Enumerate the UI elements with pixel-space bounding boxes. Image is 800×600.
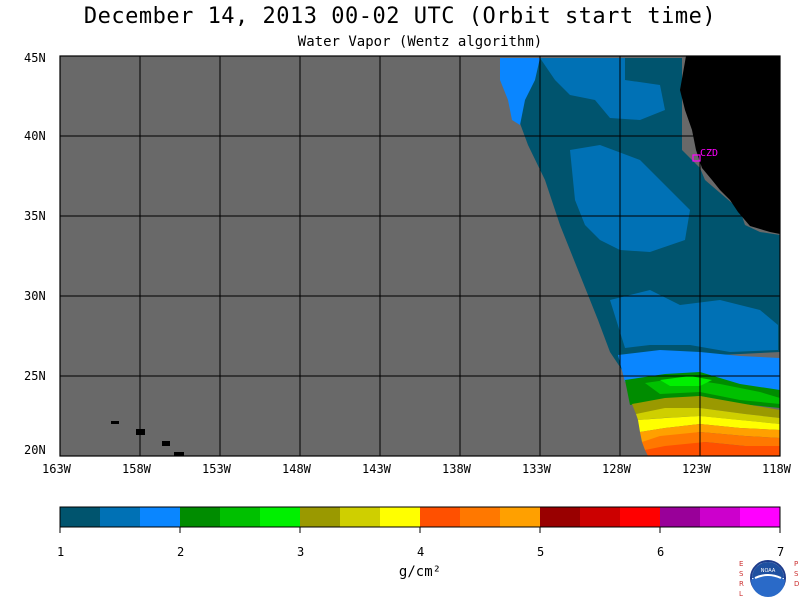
vapor-band-1-6b [618,350,780,392]
colorbar-swatch [220,507,261,527]
lon-label-138w: 138W [442,462,471,476]
vapor-band-1-3c [610,290,778,352]
noaa-logo: E S R L P S D NOAA [739,560,799,598]
svg-text:E: E [739,560,743,568]
map-border [59,55,781,457]
lon-label-148w: 148W [282,462,311,476]
svg-text:S: S [794,570,799,578]
colorbar-swatch [420,507,461,527]
colorbar-swatch [540,507,581,527]
water-vapor-swath [500,58,780,456]
graticule [60,56,780,456]
colorbar-swatch [60,507,101,527]
lat-label-40n: 40N [24,129,46,143]
lon-label-133w: 133W [522,462,551,476]
colorbar-swatch [140,507,181,527]
vapor-band-1-3b [570,145,690,252]
lat-label-20n: 20N [24,443,46,457]
map-subtitle: Water Vapor (Wentz algorithm) [297,34,543,50]
colorbar-swatch [500,507,541,527]
svg-text:S: S [739,570,744,578]
colorbar-swatch [340,507,381,527]
colorbar-label-2: 2 [177,545,185,559]
lat-label-30n: 30N [24,289,46,303]
vapor-band-3-6 [638,416,780,432]
vapor-band-3-0 [632,396,780,418]
colorbar [59,506,781,528]
colorbar-swatch [260,507,301,527]
colorbar-swatch [660,507,701,527]
colorbar-swatch [100,507,141,527]
colorbar-swatch [700,507,741,527]
lon-label-118w: 118W [762,462,791,476]
svg-text:L: L [739,590,743,598]
colorbar-swatch [580,507,621,527]
lon-label-158w: 158W [122,462,151,476]
vapor-band-1-6 [500,58,540,125]
colorbar-swatch [180,507,221,527]
lon-label-163w: 163W [42,462,71,476]
lat-label-45n: 45N [24,51,46,65]
lon-label-143w: 143W [362,462,391,476]
station-marker: CZD [692,148,718,162]
colorbar-units: g/cm² [398,564,442,580]
colorbar-label-3: 3 [297,545,305,559]
colorbar-label-6: 6 [657,545,665,559]
colorbar-swatch [620,507,661,527]
colorbar-ticks [59,527,781,533]
colorbar-label-1: 1 [57,545,65,559]
lat-label-25n: 25N [24,369,46,383]
colorbar-swatch [740,507,781,527]
land-mass [680,56,780,234]
colorbar-swatch [460,507,501,527]
svg-text:D: D [794,580,799,588]
lon-label-153w: 153W [202,462,231,476]
colorbar-label-4: 4 [417,545,425,559]
vapor-band-3-3 [636,408,780,424]
colorbar-swatch [300,507,341,527]
map-title: December 14, 2013 00-02 UTC (Orbit start… [83,4,717,29]
vapor-band-2-6 [660,376,712,386]
svg-text:P: P [794,560,798,568]
lat-label-35n: 35N [24,209,46,223]
lon-label-128w: 128W [602,462,631,476]
vapor-band-1-3 [540,58,665,120]
colorbar-label-5: 5 [537,545,545,559]
colorbar-label-7: 7 [777,545,785,559]
vapor-band-4-0 [640,424,780,442]
logo-text: NOAA [761,568,776,574]
svg-text:R: R [739,580,744,588]
lon-label-123w: 123W [682,462,711,476]
station-label: CZD [700,148,718,159]
colorbar-swatch [380,507,421,527]
vapor-band-4-6 [645,442,780,456]
